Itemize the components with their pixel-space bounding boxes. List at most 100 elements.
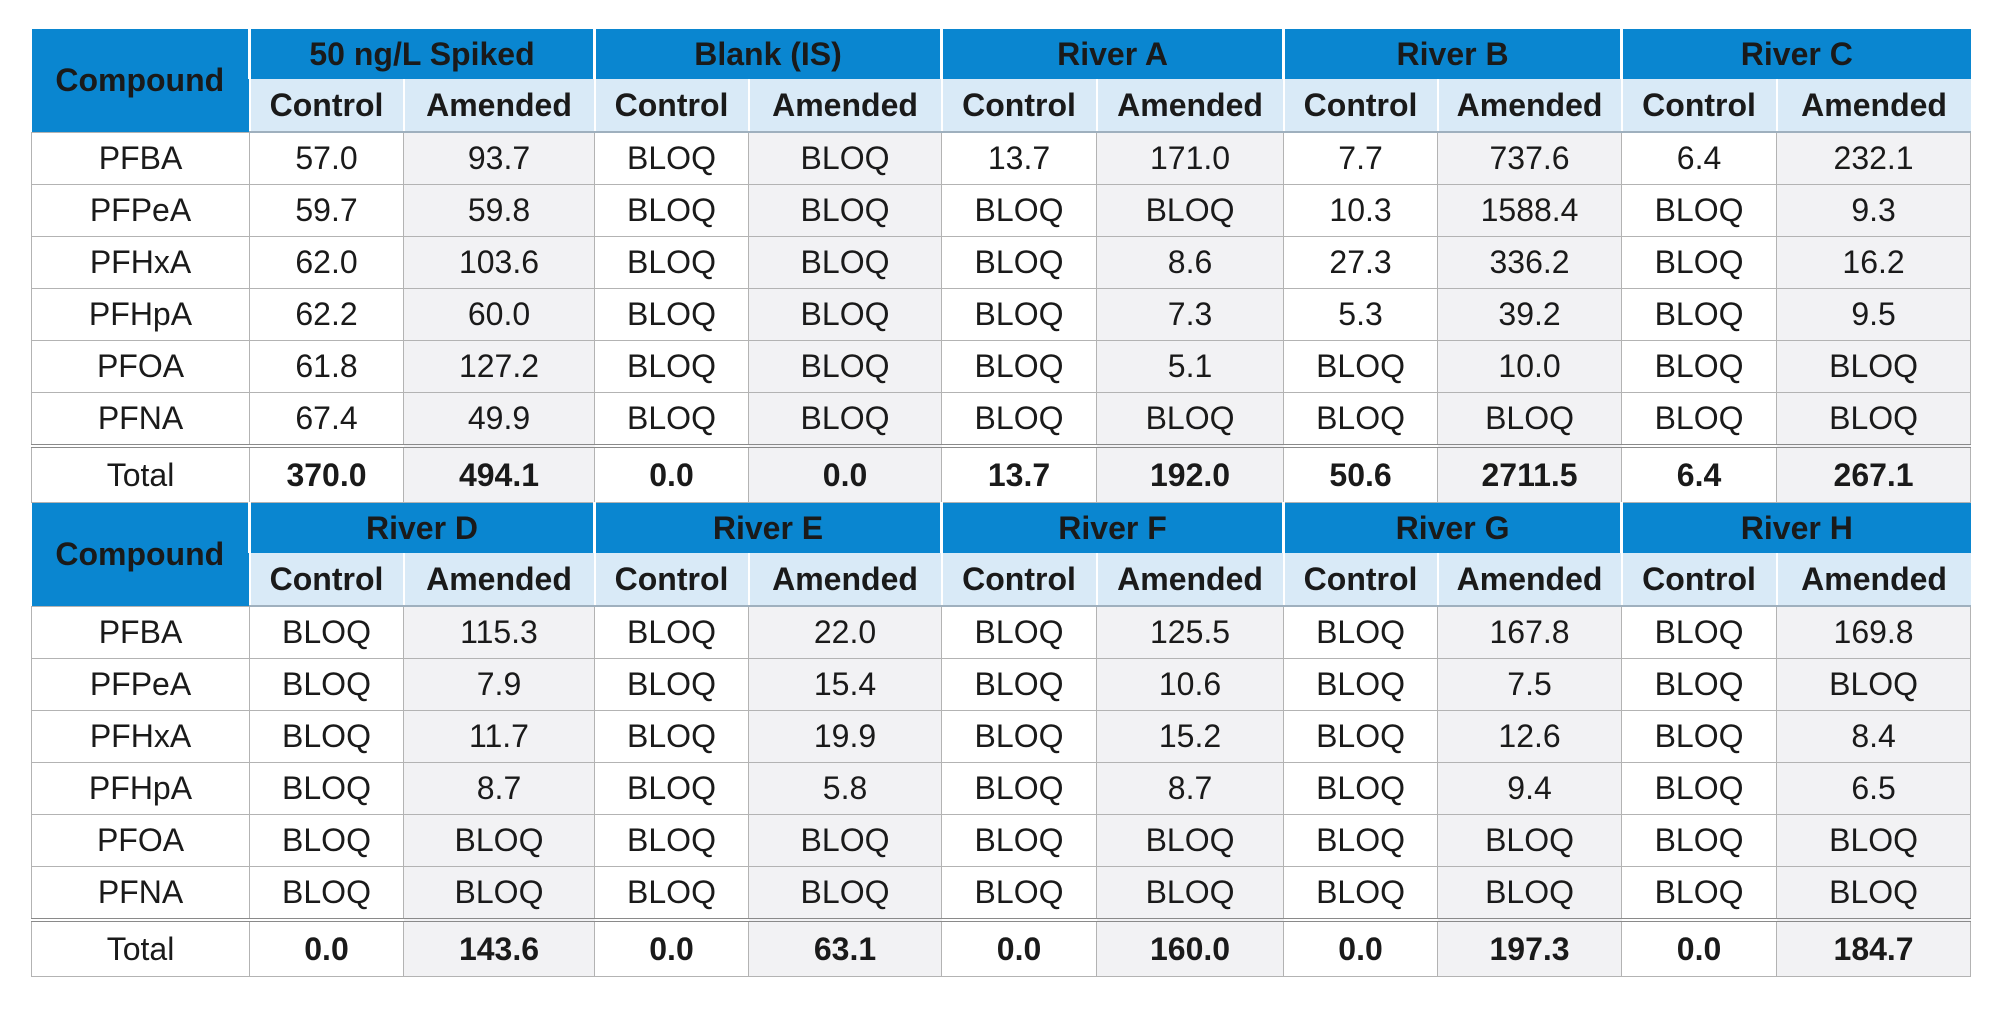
value-cell: 15.2 bbox=[1096, 710, 1285, 763]
value-cell: 67.4 bbox=[249, 392, 404, 447]
value-cell: BLOQ bbox=[594, 184, 749, 237]
value-cell: BLOQ bbox=[941, 762, 1098, 815]
value-cell: 115.3 bbox=[403, 605, 595, 659]
compound-name-cell: PFNA bbox=[31, 392, 250, 447]
value-cell: BLOQ bbox=[747, 288, 943, 341]
compound-header: Compound bbox=[31, 29, 250, 132]
value-cell: BLOQ bbox=[594, 866, 749, 921]
control-subheader: Control bbox=[593, 553, 749, 607]
value-cell: BLOQ bbox=[249, 866, 404, 921]
value-cell: BLOQ bbox=[594, 236, 749, 289]
value-cell: BLOQ bbox=[1621, 236, 1778, 289]
control-subheader: Control bbox=[593, 79, 749, 133]
value-cell: BLOQ bbox=[1096, 184, 1285, 237]
value-cell: BLOQ bbox=[747, 392, 943, 447]
value-cell: 10.0 bbox=[1437, 340, 1623, 393]
value-cell: 6.5 bbox=[1776, 762, 1972, 815]
value-cell: 9.3 bbox=[1776, 184, 1972, 237]
value-cell: 19.9 bbox=[747, 710, 943, 763]
value-cell: BLOQ bbox=[1776, 866, 1972, 921]
group-header: River B bbox=[1282, 29, 1622, 79]
value-cell: 9.5 bbox=[1776, 288, 1972, 341]
value-cell: BLOQ bbox=[1437, 392, 1623, 447]
value-cell: BLOQ bbox=[594, 288, 749, 341]
total-value-cell: 0.0 bbox=[1283, 918, 1439, 977]
value-cell: BLOQ bbox=[1621, 340, 1778, 393]
value-cell: 169.8 bbox=[1776, 605, 1972, 659]
value-cell: BLOQ bbox=[941, 814, 1098, 867]
total-value-cell: 0.0 bbox=[594, 918, 749, 977]
value-cell: BLOQ bbox=[747, 184, 943, 237]
value-cell: 103.6 bbox=[403, 236, 595, 289]
value-cell: BLOQ bbox=[747, 131, 943, 185]
value-cell: BLOQ bbox=[594, 814, 749, 867]
table-row: PFHpA BLOQ 8.7 BLOQ 5.8 BLOQ 8.7 BLOQ 9.4 BLOQ 6.5 bbox=[31, 762, 1972, 815]
value-cell: BLOQ bbox=[941, 236, 1098, 289]
table-row: PFNA 67.4 49.9 BLOQ BLOQ BLOQ BLOQ BLOQ BLOQ BLOQ… bbox=[31, 392, 1972, 447]
table-row: PFBA 57.0 93.7 BLOQ BLOQ 13.7 171.0 7.7 737.6 6.4… bbox=[31, 131, 1972, 185]
value-cell: BLOQ bbox=[1096, 866, 1285, 921]
value-cell: BLOQ bbox=[1621, 710, 1778, 763]
value-cell: 7.7 bbox=[1283, 131, 1439, 185]
amended-subheader: Amended bbox=[1775, 553, 1971, 607]
value-cell: BLOQ bbox=[594, 392, 749, 447]
compound-name-cell: PFOA bbox=[31, 814, 250, 867]
total-value-cell: 2711.5 bbox=[1437, 444, 1623, 503]
value-cell: BLOQ bbox=[747, 236, 943, 289]
total-value-cell: 160.0 bbox=[1096, 918, 1285, 977]
value-cell: 15.4 bbox=[747, 658, 943, 711]
value-cell: BLOQ bbox=[1096, 814, 1285, 867]
total-value-cell: 6.4 bbox=[1621, 444, 1778, 503]
subheader-row: Control Amended Control Amended Control Amend… bbox=[32, 79, 1971, 133]
group-header: River D bbox=[248, 502, 595, 553]
value-cell: BLOQ bbox=[1621, 392, 1778, 447]
group-header: Blank (IS) bbox=[592, 29, 942, 79]
table-row: PFHxA BLOQ 11.7 BLOQ 19.9 BLOQ 15.2 BLOQ 12.6 BLO… bbox=[31, 710, 1972, 763]
value-cell: BLOQ bbox=[1283, 340, 1439, 393]
compound-name-cell: PFHpA bbox=[31, 288, 250, 341]
total-value-cell: 370.0 bbox=[249, 444, 404, 503]
value-cell: 60.0 bbox=[403, 288, 595, 341]
value-cell: BLOQ bbox=[1437, 866, 1623, 921]
value-cell: BLOQ bbox=[1776, 392, 1972, 447]
total-label-cell: Total bbox=[31, 444, 250, 503]
control-subheader: Control bbox=[248, 79, 404, 133]
amended-subheader: Amended bbox=[1775, 79, 1971, 133]
control-subheader: Control bbox=[940, 553, 1097, 607]
value-cell: BLOQ bbox=[594, 131, 749, 185]
value-cell: 62.0 bbox=[249, 236, 404, 289]
value-cell: 125.5 bbox=[1096, 605, 1285, 659]
total-value-cell: 0.0 bbox=[249, 918, 404, 977]
value-cell: BLOQ bbox=[941, 340, 1098, 393]
value-cell: 59.7 bbox=[249, 184, 404, 237]
total-value-cell: 13.7 bbox=[941, 444, 1098, 503]
value-cell: 61.8 bbox=[249, 340, 404, 393]
value-cell: 167.8 bbox=[1437, 605, 1623, 659]
value-cell: BLOQ bbox=[249, 710, 404, 763]
value-cell: 6.4 bbox=[1621, 131, 1778, 185]
value-cell: BLOQ bbox=[1621, 184, 1778, 237]
table-row: PFHpA 62.2 60.0 BLOQ BLOQ BLOQ 7.3 5.3 39.2 BLOQ 9… bbox=[31, 288, 1972, 341]
total-value-cell: 494.1 bbox=[403, 444, 595, 503]
control-subheader: Control bbox=[1282, 553, 1438, 607]
value-cell: BLOQ bbox=[1283, 710, 1439, 763]
total-value-cell: 184.7 bbox=[1776, 918, 1972, 977]
value-cell: BLOQ bbox=[249, 605, 404, 659]
value-cell: 9.4 bbox=[1437, 762, 1623, 815]
amended-subheader: Amended bbox=[747, 79, 942, 133]
value-cell: 93.7 bbox=[403, 131, 595, 185]
group-header: 50 ng/L Spiked bbox=[248, 29, 595, 79]
control-subheader: Control bbox=[1620, 553, 1777, 607]
total-value-cell: 267.1 bbox=[1776, 444, 1972, 503]
value-cell: BLOQ bbox=[1283, 814, 1439, 867]
value-cell: BLOQ bbox=[1096, 392, 1285, 447]
value-cell: 62.2 bbox=[249, 288, 404, 341]
amended-subheader: Amended bbox=[1095, 553, 1284, 607]
control-subheader: Control bbox=[1282, 79, 1438, 133]
total-row: Total 0.0 143.6 0.0 63.1 0.0 160.0 0.0 197.3 0.0 1… bbox=[31, 918, 1972, 977]
value-cell: BLOQ bbox=[249, 658, 404, 711]
group-header-row: Compound River D River E River F River G Rive… bbox=[31, 502, 1971, 606]
value-cell: 27.3 bbox=[1283, 236, 1439, 289]
value-cell: 8.4 bbox=[1776, 710, 1972, 763]
value-cell: 12.6 bbox=[1437, 710, 1623, 763]
